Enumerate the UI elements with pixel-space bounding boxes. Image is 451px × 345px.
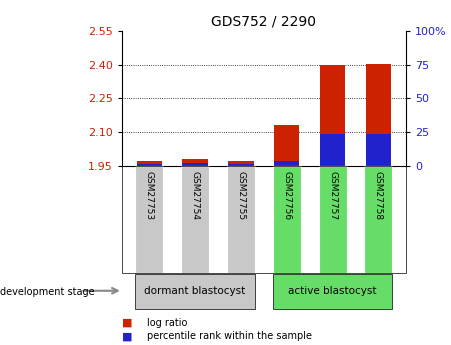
Text: ■: ■	[122, 332, 132, 341]
Text: development stage: development stage	[0, 287, 95, 296]
Bar	[228, 161, 253, 166]
Bar	[274, 161, 299, 166]
Bar	[137, 164, 162, 166]
Bar	[181, 166, 209, 273]
Bar	[274, 125, 299, 166]
Bar	[273, 166, 301, 273]
Text: dormant blastocyst: dormant blastocyst	[144, 286, 246, 296]
Bar	[320, 134, 345, 166]
Bar	[228, 161, 253, 164]
Text: GSM27757: GSM27757	[328, 171, 337, 220]
Text: log ratio: log ratio	[147, 318, 187, 327]
Bar	[135, 166, 163, 273]
Bar	[364, 166, 392, 273]
Text: GSM27754: GSM27754	[191, 171, 200, 220]
Title: GDS752 / 2290: GDS752 / 2290	[212, 14, 316, 29]
Text: active blastocyst: active blastocyst	[288, 286, 377, 296]
Bar	[183, 159, 208, 163]
Bar	[320, 65, 345, 166]
Bar	[183, 159, 208, 166]
Text: GSM27753: GSM27753	[145, 171, 154, 220]
Bar	[366, 63, 391, 134]
Bar	[227, 166, 255, 273]
Bar	[274, 125, 299, 161]
Bar	[366, 63, 391, 166]
Bar	[137, 161, 162, 164]
Text: ■: ■	[122, 318, 132, 327]
Bar	[137, 161, 162, 166]
Bar	[320, 65, 345, 134]
Bar	[366, 134, 391, 166]
Bar	[183, 163, 208, 166]
Text: GSM27758: GSM27758	[374, 171, 383, 220]
Bar	[135, 275, 255, 308]
Text: percentile rank within the sample: percentile rank within the sample	[147, 332, 312, 341]
Text: GSM27755: GSM27755	[236, 171, 245, 220]
Bar	[273, 275, 392, 308]
Bar	[228, 164, 253, 166]
Text: GSM27756: GSM27756	[282, 171, 291, 220]
Bar	[318, 166, 346, 273]
